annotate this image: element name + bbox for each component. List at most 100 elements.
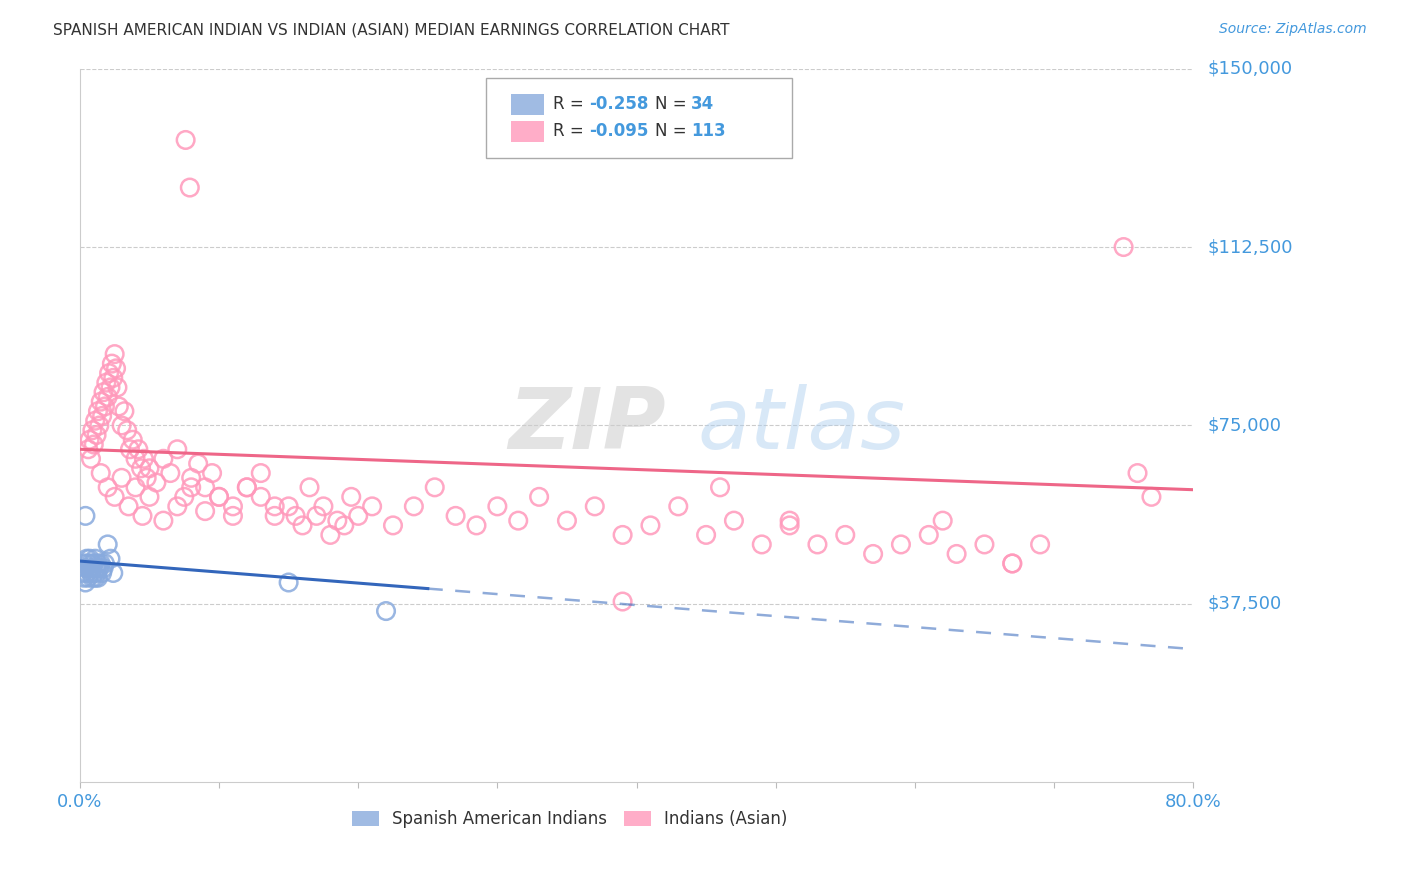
Point xyxy=(1112,240,1135,254)
Point xyxy=(80,557,103,571)
Text: ZIP: ZIP xyxy=(509,384,666,467)
Point xyxy=(97,537,120,551)
Point xyxy=(73,557,96,571)
Point xyxy=(298,480,321,494)
Point xyxy=(918,528,941,542)
Point xyxy=(208,490,231,504)
Point xyxy=(86,566,108,580)
Point xyxy=(555,514,578,528)
Point xyxy=(583,500,606,514)
Point xyxy=(86,561,108,575)
Point xyxy=(75,561,97,575)
Point xyxy=(98,366,121,380)
Text: Source: ZipAtlas.com: Source: ZipAtlas.com xyxy=(1219,22,1367,37)
Point xyxy=(333,518,356,533)
Point xyxy=(1029,537,1052,551)
Point xyxy=(508,514,530,528)
Point xyxy=(90,557,112,571)
Point xyxy=(87,571,110,585)
Point xyxy=(103,566,125,580)
Point xyxy=(90,466,112,480)
Point xyxy=(890,537,912,551)
Text: R =: R = xyxy=(553,122,589,140)
Point xyxy=(326,514,349,528)
Point xyxy=(80,566,103,580)
Point xyxy=(312,500,335,514)
Point xyxy=(83,437,105,451)
Point xyxy=(124,480,146,494)
Point xyxy=(79,561,101,575)
Text: $37,500: $37,500 xyxy=(1208,595,1281,613)
Point xyxy=(89,561,111,575)
Point xyxy=(340,490,363,504)
Point xyxy=(612,528,634,542)
Point xyxy=(166,500,188,514)
Text: N =: N = xyxy=(655,95,692,113)
Point xyxy=(82,561,104,575)
Point xyxy=(263,500,285,514)
Point xyxy=(1126,466,1149,480)
Point xyxy=(135,471,157,485)
Point xyxy=(751,537,773,551)
Point xyxy=(208,490,231,504)
Point xyxy=(76,551,98,566)
Point xyxy=(75,575,97,590)
Point xyxy=(91,566,114,580)
Point xyxy=(402,500,425,514)
Point xyxy=(94,400,117,414)
Point xyxy=(110,471,132,485)
Point xyxy=(138,461,160,475)
Text: $150,000: $150,000 xyxy=(1208,60,1292,78)
Text: -0.095: -0.095 xyxy=(589,122,648,140)
Point xyxy=(347,508,370,523)
Point xyxy=(465,518,488,533)
Point xyxy=(222,500,245,514)
Point xyxy=(100,380,122,394)
Point xyxy=(973,537,995,551)
Point xyxy=(194,504,217,518)
Point xyxy=(945,547,967,561)
FancyBboxPatch shape xyxy=(486,78,793,158)
Point xyxy=(104,490,127,504)
Point xyxy=(97,480,120,494)
Point xyxy=(110,418,132,433)
Point xyxy=(96,376,118,390)
Point xyxy=(89,418,111,433)
Point xyxy=(779,514,801,528)
Point xyxy=(201,466,224,480)
Point xyxy=(779,518,801,533)
Text: $112,500: $112,500 xyxy=(1208,238,1292,256)
Point xyxy=(115,423,138,437)
Point xyxy=(180,471,202,485)
Text: $75,000: $75,000 xyxy=(1208,417,1281,434)
Point xyxy=(486,500,509,514)
FancyBboxPatch shape xyxy=(510,94,544,115)
Point xyxy=(100,551,122,566)
Point xyxy=(444,508,467,523)
Point xyxy=(77,442,100,457)
Point xyxy=(132,451,155,466)
Point xyxy=(249,466,271,480)
Text: atlas: atlas xyxy=(697,384,905,467)
Point xyxy=(194,480,217,494)
Point xyxy=(84,414,107,428)
Point xyxy=(77,557,100,571)
Point xyxy=(931,514,953,528)
Text: R =: R = xyxy=(553,95,589,113)
Point xyxy=(159,466,181,480)
Point xyxy=(83,557,105,571)
Point xyxy=(93,385,115,400)
Point xyxy=(86,428,108,442)
Point xyxy=(236,480,259,494)
Point xyxy=(80,451,103,466)
Point xyxy=(82,571,104,585)
Point xyxy=(612,594,634,608)
Legend: Spanish American Indians, Indians (Asian): Spanish American Indians, Indians (Asian… xyxy=(346,804,794,835)
Point xyxy=(166,442,188,457)
Point xyxy=(527,490,550,504)
Text: 34: 34 xyxy=(692,95,714,113)
Point xyxy=(319,528,342,542)
Point xyxy=(97,390,120,404)
Point xyxy=(104,347,127,361)
Point xyxy=(103,371,125,385)
